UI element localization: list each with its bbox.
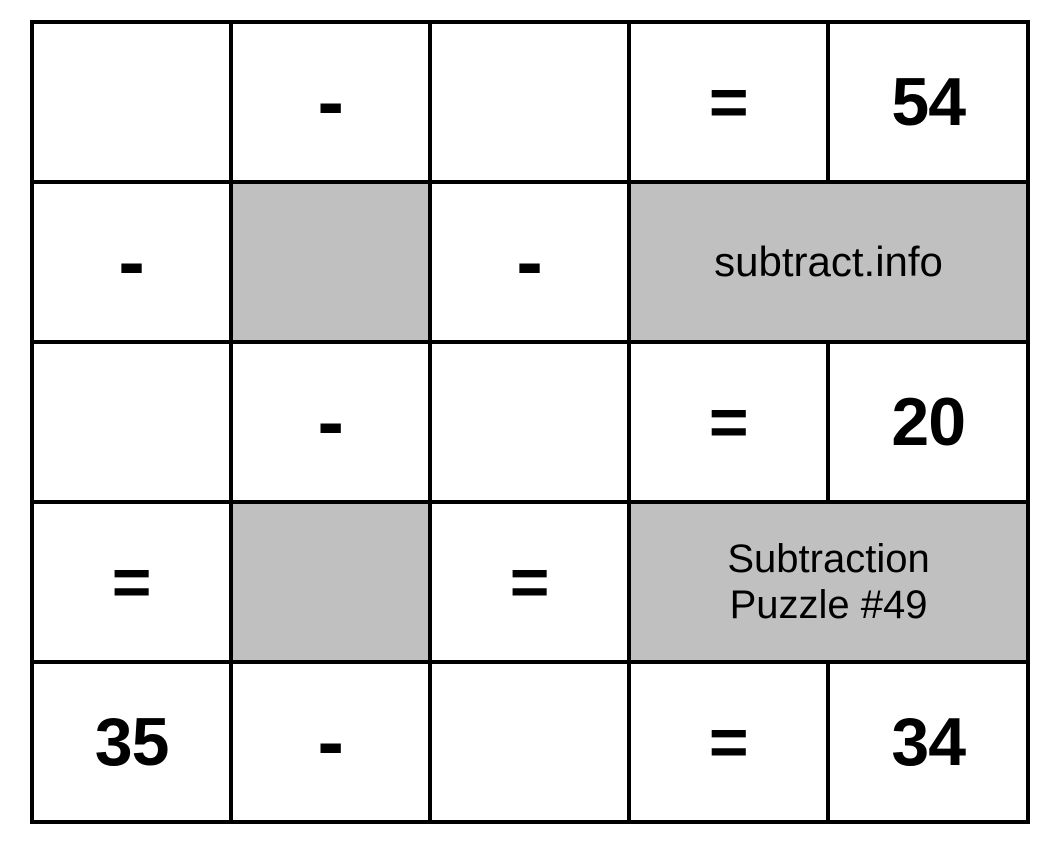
- equals-cell: =: [32, 502, 231, 662]
- given-cell: 35: [32, 662, 231, 822]
- cell-value: 34: [891, 704, 965, 780]
- cell-value: 54: [891, 64, 965, 140]
- operator-cell: -: [32, 182, 231, 342]
- puzzle-title-line1: Subtraction: [631, 536, 1026, 582]
- blank-cell[interactable]: [430, 22, 629, 182]
- equals-icon: =: [709, 384, 749, 460]
- gray-cell: [231, 182, 430, 342]
- blank-cell[interactable]: [430, 662, 629, 822]
- equals-cell: =: [629, 662, 828, 822]
- operator-cell: -: [231, 22, 430, 182]
- cell-value: 20: [891, 384, 965, 460]
- equals-icon: =: [709, 704, 749, 780]
- operator-cell: -: [231, 662, 430, 822]
- cell-value: 35: [95, 704, 169, 780]
- table-row: - = 20: [32, 342, 1028, 502]
- gray-cell: [231, 502, 430, 662]
- table-row: = = Subtraction Puzzle #49: [32, 502, 1028, 662]
- equals-icon: =: [510, 544, 550, 620]
- info-cell: subtract.info: [629, 182, 1028, 342]
- minus-icon: -: [317, 57, 344, 146]
- table-row: - = 54: [32, 22, 1028, 182]
- operator-cell: -: [231, 342, 430, 502]
- title-cell: Subtraction Puzzle #49: [629, 502, 1028, 662]
- puzzle-container: - = 54 - - subtract.info - = 20 = = Subt…: [0, 0, 1060, 844]
- equals-cell: =: [629, 22, 828, 182]
- result-cell: 20: [828, 342, 1028, 502]
- site-label: subtract.info: [714, 238, 943, 285]
- table-row: 35 - = 34: [32, 662, 1028, 822]
- puzzle-title-line2: Puzzle #49: [631, 582, 1026, 628]
- equals-icon: =: [709, 64, 749, 140]
- minus-icon: -: [317, 697, 344, 786]
- blank-cell[interactable]: [32, 342, 231, 502]
- equals-icon: =: [112, 544, 152, 620]
- result-cell: 34: [828, 662, 1028, 822]
- subtraction-puzzle-grid: - = 54 - - subtract.info - = 20 = = Subt…: [30, 20, 1030, 824]
- minus-icon: -: [317, 377, 344, 466]
- table-row: - - subtract.info: [32, 182, 1028, 342]
- blank-cell[interactable]: [430, 342, 629, 502]
- minus-icon: -: [516, 217, 543, 306]
- equals-cell: =: [430, 502, 629, 662]
- minus-icon: -: [118, 217, 145, 306]
- equals-cell: =: [629, 342, 828, 502]
- result-cell: 54: [828, 22, 1028, 182]
- blank-cell[interactable]: [32, 22, 231, 182]
- operator-cell: -: [430, 182, 629, 342]
